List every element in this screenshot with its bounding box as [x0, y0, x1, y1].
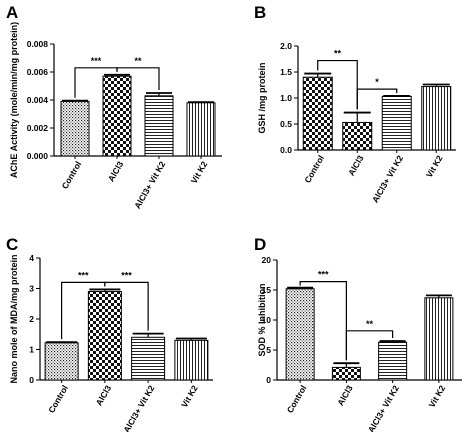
significance-stars: *** [78, 270, 89, 280]
y-tick-label: 1.0 [280, 93, 292, 103]
significance-bracket [317, 59, 358, 110]
y-tick-label: 1 [29, 345, 34, 355]
y-tick-label: 0.000 [27, 151, 49, 161]
bar [331, 366, 361, 381]
y-axis-label: SOD % Inhibition [257, 284, 267, 357]
y-tick-label: 2.0 [280, 41, 292, 51]
x-tick-label: AlCl3 [106, 159, 126, 183]
y-axis-label: AChE Activity (mole/min/mg protein) [9, 22, 19, 178]
y-tick-label: 15 [262, 285, 272, 295]
bar [131, 336, 166, 381]
bar [186, 102, 216, 157]
y-tick-label: 20 [262, 255, 272, 265]
bar [378, 341, 408, 381]
y-tick-label: 0.006 [27, 67, 49, 77]
y-tick-label: 3 [29, 284, 34, 294]
significance-stars: ** [366, 319, 374, 329]
y-tick-label: 0.002 [27, 123, 49, 133]
x-tick-label: Vit K2 [424, 153, 445, 179]
y-tick-label: 2 [29, 314, 34, 324]
x-tick-label: Vit K2 [189, 159, 210, 185]
x-tick-label: AlCl3+ Vit K2 [121, 383, 156, 432]
panel-label: A [6, 3, 18, 22]
bar [44, 342, 79, 381]
y-axis-label: GSH /mg protein [257, 62, 267, 133]
significance-bracket [299, 281, 347, 361]
x-tick-label: Control [285, 384, 309, 415]
panel-label: D [254, 235, 266, 254]
y-tick-label: 10 [262, 315, 272, 325]
y-tick-label: 0 [29, 375, 34, 385]
x-tick-label: AlCl3 [346, 153, 366, 177]
y-tick-label: 0.0 [280, 145, 292, 155]
significance-stars: *** [121, 270, 132, 280]
y-tick-label: 0.008 [27, 39, 49, 49]
significance-bracket [345, 330, 394, 361]
x-tick-label: Control [60, 160, 84, 191]
y-axis-label: Nano mole of MDA/mg protein [9, 255, 19, 384]
panel-b: B GSH /mg protein 0.0 0.5 1.0 1.5 2.0 Control Al… [254, 3, 456, 204]
bar [285, 288, 315, 381]
bar [60, 100, 90, 157]
x-tick-label: AlCl3+ Vit K2 [366, 383, 401, 432]
x-tick-label: Vit K2 [179, 383, 200, 409]
bar [421, 86, 452, 151]
x-tick-label: AlCl3+ Vit K2 [132, 159, 167, 210]
x-tick-label: AlCl3 [94, 383, 114, 407]
bar [381, 95, 412, 151]
bar [102, 75, 132, 157]
panel-label: B [254, 3, 266, 22]
x-tick-label: AlCl3+ Vit K2 [370, 153, 405, 204]
significance-stars: ** [334, 49, 342, 59]
bar [144, 95, 174, 157]
bar [87, 291, 122, 381]
y-tick-label: 0 [266, 375, 271, 385]
bar [342, 121, 373, 151]
y-tick-label: 0.5 [280, 119, 292, 129]
significance-bracket [104, 281, 149, 331]
significance-stars: *** [91, 56, 102, 66]
bar [174, 339, 209, 381]
bar [302, 76, 333, 151]
y-tick-label: 4 [29, 253, 34, 263]
y-tick-label: 5 [266, 345, 271, 355]
y-tick-label: 0.004 [27, 95, 49, 105]
significance-stars: * [375, 77, 379, 87]
panel-d: D SOD % Inhibition 0 5 10 15 20 Control AlCl3 AlC… [254, 235, 462, 432]
significance-stars: ** [134, 56, 142, 66]
y-tick-label: 1.5 [280, 67, 292, 77]
significance-bracket [356, 88, 398, 110]
x-tick-label: Control [46, 384, 70, 415]
x-tick-label: Control [302, 154, 326, 185]
x-tick-label: Vit K2 [427, 383, 448, 409]
significance-bracket [116, 67, 160, 90]
panel-label: C [6, 235, 18, 254]
x-tick-label: AlCl3 [335, 383, 355, 407]
significance-stars: *** [318, 270, 329, 280]
bar [424, 297, 454, 381]
